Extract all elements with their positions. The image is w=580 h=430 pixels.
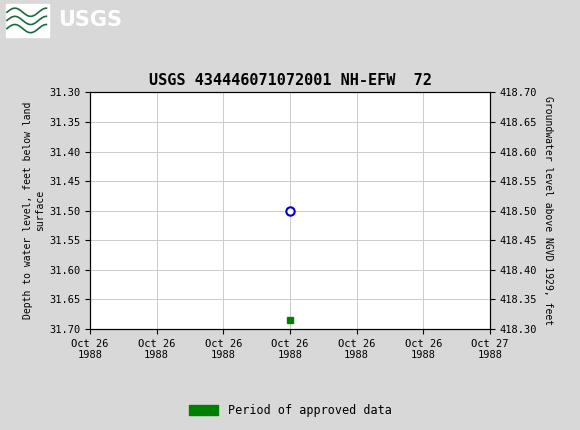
Y-axis label: Groundwater level above NGVD 1929, feet: Groundwater level above NGVD 1929, feet [543, 96, 553, 325]
Text: USGS 434446071072001 NH-EFW  72: USGS 434446071072001 NH-EFW 72 [148, 73, 432, 88]
Text: USGS: USGS [58, 10, 122, 31]
Legend: Period of approved data: Period of approved data [184, 399, 396, 422]
Bar [6, 4, 49, 37]
Y-axis label: Depth to water level, feet below land
surface: Depth to water level, feet below land su… [23, 102, 45, 319]
